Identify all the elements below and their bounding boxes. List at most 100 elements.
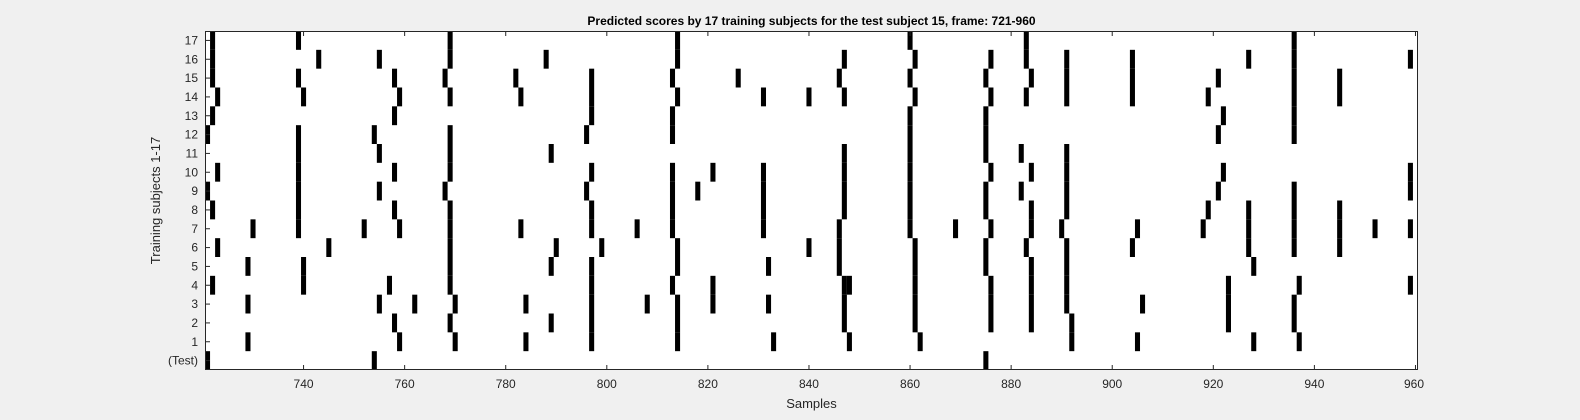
cell-mark (1134, 219, 1141, 239)
chart-marks (205, 31, 1413, 370)
cell-mark (1251, 257, 1257, 276)
cell-mark (669, 162, 676, 182)
y-tick-label: 15 (185, 71, 199, 85)
y-tick-label: 12 (185, 128, 199, 142)
cell-mark (1246, 200, 1252, 220)
cell-mark (912, 87, 918, 107)
cell-mark (760, 87, 767, 107)
cell-mark (841, 87, 847, 107)
cell-mark (442, 68, 448, 88)
cell-mark (1129, 49, 1135, 69)
cell-mark (1291, 181, 1297, 201)
cell-mark (912, 294, 918, 314)
y-tick-label: 9 (191, 184, 198, 198)
cell-mark (675, 294, 681, 314)
cell-mark (1220, 162, 1226, 182)
cell-mark (841, 294, 847, 314)
cell-mark (447, 125, 453, 144)
cell-mark (675, 49, 681, 69)
cell-mark (988, 219, 994, 239)
cell-mark (836, 68, 842, 88)
cell-mark (1028, 219, 1034, 239)
cell-mark (695, 181, 701, 201)
cell-mark (1028, 294, 1034, 314)
cell-mark (392, 106, 398, 126)
cell-mark (1225, 275, 1231, 295)
cell-mark (589, 68, 595, 88)
cell-mark (1028, 275, 1034, 295)
y-tick-label: 8 (191, 203, 198, 217)
cell-mark (1407, 162, 1413, 182)
cell-mark (1018, 181, 1024, 201)
cell-mark (1023, 87, 1029, 107)
cell-mark (953, 219, 959, 239)
cell-mark (983, 200, 989, 220)
cell-mark (1291, 68, 1297, 88)
cell-mark (1291, 238, 1297, 257)
cell-mark (215, 162, 221, 182)
x-tick-label: 740 (294, 377, 314, 391)
cell-mark (669, 275, 676, 295)
cell-mark (584, 125, 590, 144)
cell-mark (841, 313, 847, 333)
cell-mark (245, 332, 251, 352)
cell-mark (907, 68, 913, 88)
cell-mark (1296, 332, 1302, 352)
cell-mark (1337, 238, 1343, 257)
cell-mark (1246, 238, 1252, 257)
cell-mark (412, 294, 418, 314)
cell-mark (1023, 31, 1029, 50)
cell-mark (917, 332, 923, 352)
cell-mark (447, 238, 453, 257)
cell-mark (447, 257, 453, 276)
cell-mark (1129, 87, 1135, 107)
x-tick-label: 960 (1404, 377, 1424, 391)
y-tick-label: 2 (191, 316, 198, 330)
cell-mark (513, 68, 519, 88)
cell-mark (841, 144, 847, 163)
cell-mark (295, 125, 302, 144)
cell-mark (1064, 238, 1070, 257)
cell-mark (841, 181, 847, 201)
cell-mark (1291, 87, 1297, 107)
cell-mark (988, 294, 994, 314)
cell-mark (250, 219, 256, 239)
x-tick-label: 800 (597, 377, 617, 391)
cell-mark (215, 238, 221, 257)
cell-mark (1064, 144, 1070, 163)
y-tick-label: 3 (191, 297, 198, 311)
cell-mark (675, 313, 681, 333)
cell-mark (675, 257, 681, 276)
cell-mark (210, 275, 216, 295)
cell-mark (1337, 200, 1343, 220)
cell-mark (988, 87, 994, 107)
cell-mark (1064, 257, 1070, 276)
x-tick-label: 880 (1001, 377, 1021, 391)
cell-mark (846, 275, 852, 295)
cell-mark (295, 31, 302, 50)
cell-mark (907, 181, 913, 201)
cell-mark (548, 313, 554, 333)
cell-mark (1291, 313, 1297, 333)
cell-mark (669, 181, 676, 201)
cell-mark (361, 219, 367, 239)
cell-mark (589, 332, 595, 352)
cell-mark (1018, 144, 1024, 163)
x-tick-label: 760 (395, 377, 415, 391)
cell-mark (644, 294, 650, 314)
cell-mark (1291, 31, 1297, 50)
cell-mark (1291, 125, 1297, 144)
cell-mark (523, 332, 529, 352)
cell-mark (447, 144, 453, 163)
cell-mark (1028, 162, 1034, 182)
cell-mark (447, 219, 453, 239)
y-tick-label: 13 (185, 109, 199, 123)
cell-mark (1337, 87, 1343, 107)
cell-mark (912, 275, 918, 295)
cell-mark (675, 87, 681, 107)
cell-mark (295, 200, 302, 220)
cell-mark (1064, 200, 1070, 220)
cell-mark (316, 49, 322, 69)
y-tick-label: 14 (185, 90, 199, 104)
